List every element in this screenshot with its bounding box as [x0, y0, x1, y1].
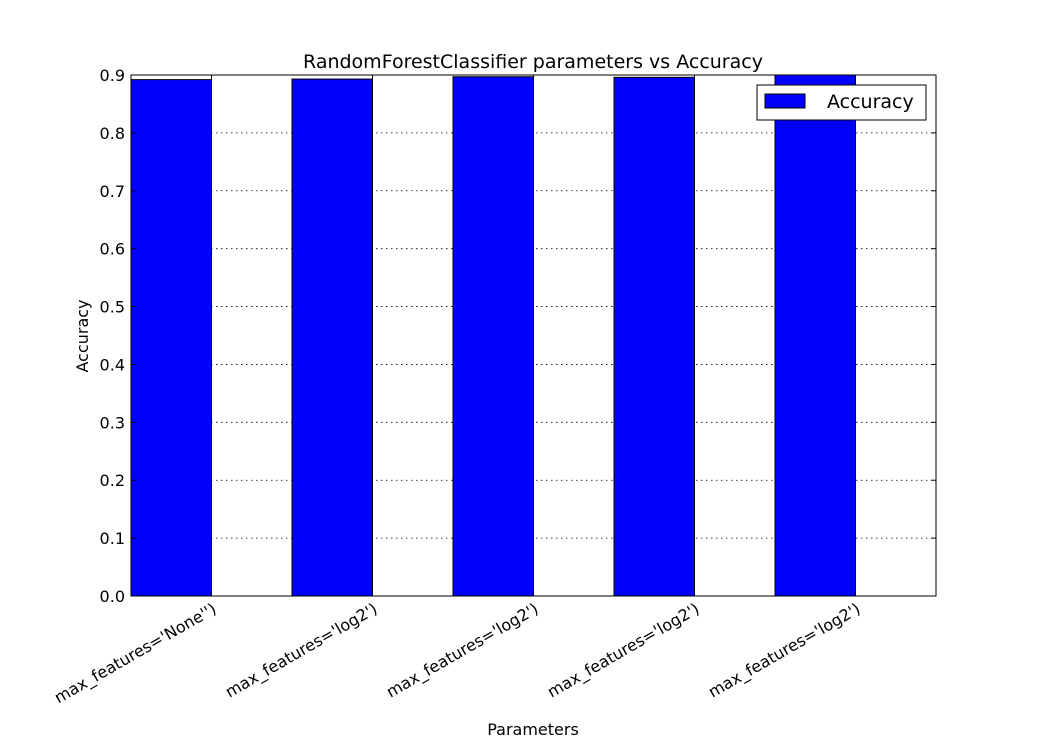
bar	[613, 76, 695, 597]
y-tick-label: 0.2	[100, 471, 125, 490]
y-tick-label: 0.3	[100, 413, 125, 432]
legend: Accuracy	[756, 84, 927, 121]
y-tick-label: 0.5	[100, 298, 125, 317]
y-axis-label: Accuracy	[73, 299, 92, 372]
legend-swatch	[764, 93, 806, 109]
bar	[130, 79, 212, 597]
y-axis-ticks: 0.0 0.1 0.2 0.3 0.4 0.5 0.6 0.7 0.8 0.9	[100, 66, 936, 606]
bar	[291, 78, 373, 597]
x-axis-label: Parameters	[487, 720, 579, 739]
y-tick-label: 0.9	[100, 66, 125, 85]
chart-title: RandomForestClassifier parameters vs Acc…	[303, 51, 763, 73]
y-tick-label: 0.6	[100, 240, 125, 259]
bar	[452, 76, 534, 597]
bar	[774, 74, 856, 597]
y-tick-label: 0.8	[100, 124, 125, 143]
y-tick-label: 0.7	[100, 182, 125, 201]
bars	[130, 74, 856, 597]
y-tick-label: 0.4	[100, 355, 125, 374]
y-tick-label: 0.1	[100, 529, 125, 548]
y-tick-label: 0.0	[100, 587, 125, 606]
legend-label: Accuracy	[827, 91, 914, 113]
